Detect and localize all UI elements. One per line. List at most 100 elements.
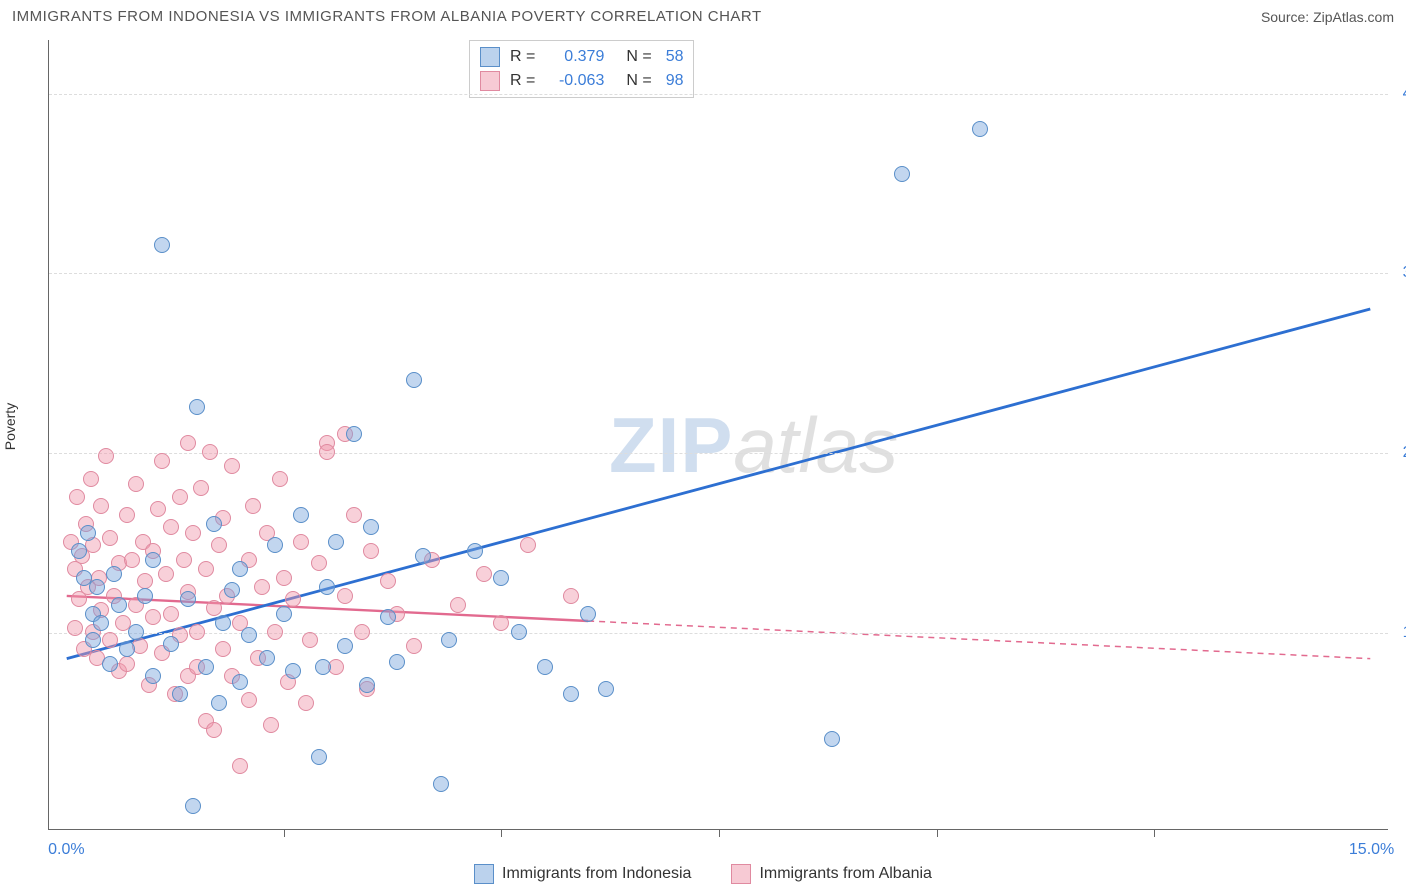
scatter-point-indonesia xyxy=(154,237,170,253)
scatter-point-albania xyxy=(98,448,114,464)
scatter-point-albania xyxy=(267,624,283,640)
scatter-point-albania xyxy=(406,638,422,654)
scatter-point-indonesia xyxy=(172,686,188,702)
scatter-point-albania xyxy=(102,530,118,546)
scatter-point-albania xyxy=(245,498,261,514)
legend-n-value: 58 xyxy=(666,48,684,66)
bottom-legend-label: Immigrants from Indonesia xyxy=(502,865,691,883)
scatter-point-indonesia xyxy=(163,636,179,652)
scatter-point-albania xyxy=(172,489,188,505)
scatter-point-albania xyxy=(102,632,118,648)
scatter-point-albania xyxy=(450,597,466,613)
scatter-point-indonesia xyxy=(224,582,240,598)
scatter-point-indonesia xyxy=(315,659,331,675)
scatter-point-albania xyxy=(180,435,196,451)
scatter-point-albania xyxy=(124,552,140,568)
legend-corr-row: R =0.379N =58 xyxy=(480,45,683,69)
scatter-point-indonesia xyxy=(232,561,248,577)
scatter-point-indonesia xyxy=(598,681,614,697)
scatter-point-albania xyxy=(298,695,314,711)
scatter-point-indonesia xyxy=(346,426,362,442)
scatter-point-albania xyxy=(241,692,257,708)
chart-title: IMMIGRANTS FROM INDONESIA VS IMMIGRANTS … xyxy=(12,8,762,25)
scatter-point-albania xyxy=(563,588,579,604)
scatter-point-albania xyxy=(263,717,279,733)
scatter-point-albania xyxy=(254,579,270,595)
legend-swatch xyxy=(480,47,500,67)
y-axis-label: Poverty xyxy=(2,403,18,450)
xtick-minor xyxy=(719,829,720,837)
scatter-point-indonesia xyxy=(241,627,257,643)
watermark-atlas: atlas xyxy=(733,401,898,489)
scatter-point-albania xyxy=(224,458,240,474)
scatter-point-albania xyxy=(276,570,292,586)
legend-r-label: R = xyxy=(510,48,535,66)
legend-swatch xyxy=(474,864,494,884)
scatter-point-indonesia xyxy=(93,615,109,631)
xtick-minor xyxy=(1154,829,1155,837)
scatter-point-indonesia xyxy=(537,659,553,675)
xtick-minor xyxy=(501,829,502,837)
scatter-point-indonesia xyxy=(85,632,101,648)
bottom-legend-label: Immigrants from Albania xyxy=(759,865,932,883)
scatter-point-indonesia xyxy=(106,566,122,582)
scatter-point-indonesia xyxy=(145,668,161,684)
chart-header: IMMIGRANTS FROM INDONESIA VS IMMIGRANTS … xyxy=(12,8,1394,25)
legend-swatch xyxy=(480,71,500,91)
scatter-point-albania xyxy=(354,624,370,640)
scatter-point-albania xyxy=(69,489,85,505)
chart-area: ZIPatlas R =0.379N =58R =-0.063N =98 10.… xyxy=(48,40,1388,830)
scatter-point-albania xyxy=(206,600,222,616)
legend-corr-row: R =-0.063N =98 xyxy=(480,69,683,93)
scatter-point-indonesia xyxy=(102,656,118,672)
scatter-point-indonesia xyxy=(180,591,196,607)
scatter-point-albania xyxy=(337,588,353,604)
scatter-point-albania xyxy=(215,641,231,657)
xtick-minor xyxy=(937,829,938,837)
scatter-point-albania xyxy=(319,444,335,460)
scatter-point-indonesia xyxy=(493,570,509,586)
legend-correlation: R =0.379N =58R =-0.063N =98 xyxy=(469,40,694,98)
scatter-point-indonesia xyxy=(563,686,579,702)
scatter-point-albania xyxy=(145,609,161,625)
scatter-point-albania xyxy=(198,561,214,577)
scatter-point-albania xyxy=(285,591,301,607)
scatter-point-indonesia xyxy=(337,638,353,654)
xtick-label: 0.0% xyxy=(48,841,84,859)
watermark-zip: ZIP xyxy=(609,401,733,489)
scatter-point-indonesia xyxy=(119,641,135,657)
scatter-point-albania xyxy=(211,537,227,553)
scatter-point-indonesia xyxy=(285,663,301,679)
scatter-point-albania xyxy=(232,758,248,774)
scatter-point-indonesia xyxy=(211,695,227,711)
scatter-point-indonesia xyxy=(71,543,87,559)
bottom-legend: Immigrants from Indonesia Immigrants from… xyxy=(0,864,1406,884)
scatter-point-indonesia xyxy=(89,579,105,595)
scatter-point-albania xyxy=(185,525,201,541)
gridline-h xyxy=(49,273,1388,274)
scatter-point-indonesia xyxy=(293,507,309,523)
chart-source: Source: ZipAtlas.com xyxy=(1261,9,1394,25)
bottom-legend-item: Immigrants from Indonesia xyxy=(474,864,691,884)
scatter-point-albania xyxy=(206,722,222,738)
ytick-label: 40.0% xyxy=(1393,85,1406,103)
scatter-point-indonesia xyxy=(359,677,375,693)
scatter-point-albania xyxy=(67,620,83,636)
scatter-point-indonesia xyxy=(319,579,335,595)
scatter-point-albania xyxy=(493,615,509,631)
gridline-h xyxy=(49,453,1388,454)
scatter-point-albania xyxy=(128,476,144,492)
scatter-point-indonesia xyxy=(232,674,248,690)
scatter-point-indonesia xyxy=(259,650,275,666)
scatter-point-albania xyxy=(189,624,205,640)
legend-r-value: 0.379 xyxy=(549,48,604,66)
scatter-point-albania xyxy=(93,498,109,514)
scatter-point-indonesia xyxy=(406,372,422,388)
scatter-point-albania xyxy=(293,534,309,550)
scatter-point-albania xyxy=(476,566,492,582)
scatter-point-albania xyxy=(346,507,362,523)
scatter-point-indonesia xyxy=(389,654,405,670)
legend-swatch xyxy=(731,864,751,884)
xtick-minor xyxy=(284,829,285,837)
scatter-point-indonesia xyxy=(128,624,144,640)
